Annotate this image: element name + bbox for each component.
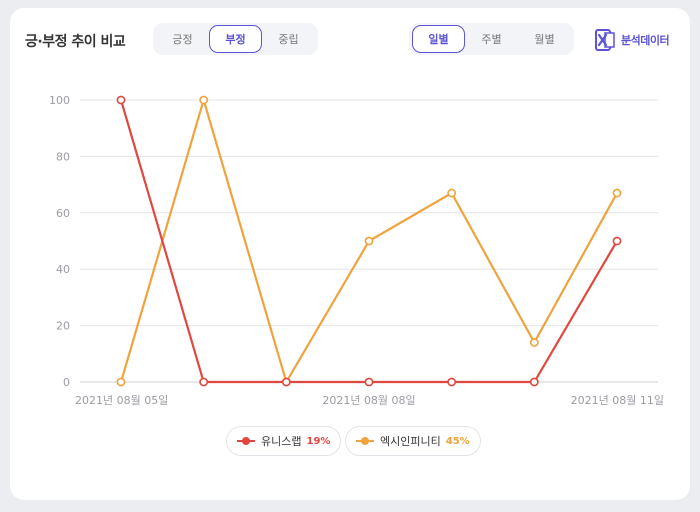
excel-icon (595, 29, 615, 51)
series-1-point (529, 338, 539, 347)
x-tick-label: 2021년 08월 11일 (571, 393, 664, 407)
series-0-point (199, 377, 209, 387)
legend-series-percent: 45% (445, 435, 470, 447)
trend-card: 긍·부정 추이 비교 긍정 부정 중립 일별 주별 월별 분석데이터 (10, 8, 690, 500)
legend-marker (237, 436, 255, 446)
y-tick-label: 80 (56, 150, 70, 163)
tab-weekly[interactable]: 주별 (481, 33, 502, 46)
series-0-point (447, 377, 457, 387)
series-1-point (447, 188, 457, 198)
y-tick-label: 0 (63, 376, 70, 389)
legend-item-unislab[interactable]: 유니스랩 19% (226, 426, 342, 456)
x-tick-label: 2021년 08월 05일 (75, 393, 168, 407)
series-1-point (116, 377, 126, 387)
y-tick-label: 100 (49, 94, 70, 107)
y-tick-label: 40 (56, 263, 70, 276)
period-tab-group: 일별 주별 월별 (409, 23, 574, 55)
series-1-point (364, 236, 374, 246)
x-tick-label: 2021년 08월 08일 (322, 393, 415, 407)
legend-series-name: 엑시인피니티 (380, 435, 441, 448)
series-0-point (529, 377, 539, 387)
export-data-button[interactable]: 분석데이터 (595, 28, 670, 52)
legend-series-percent: 19% (306, 435, 331, 447)
legend-marker (356, 436, 374, 446)
tab-monthly[interactable]: 월별 (534, 33, 555, 46)
series-0-point (364, 377, 374, 387)
tab-daily[interactable]: 일별 (412, 25, 465, 53)
page-title: 긍·부정 추이 비교 (25, 34, 126, 50)
tab-positive[interactable]: 긍정 (172, 33, 193, 46)
sentiment-tab-group: 긍정 부정 중립 (153, 23, 318, 55)
series-1-point (612, 188, 622, 198)
series-0-point (281, 377, 291, 387)
y-tick-label: 20 (56, 320, 70, 333)
legend-item-axie-infinity[interactable]: 엑시인피니티 45% (345, 426, 481, 456)
series-1-point (199, 95, 209, 105)
series-0-point (116, 95, 126, 105)
tab-neutral[interactable]: 중립 (278, 33, 299, 46)
legend-series-name: 유니스랩 (261, 435, 302, 448)
series-0-point (612, 236, 622, 246)
tab-negative[interactable]: 부정 (209, 25, 262, 53)
y-tick-label: 60 (56, 207, 70, 220)
export-label: 분석데이터 (621, 34, 670, 47)
